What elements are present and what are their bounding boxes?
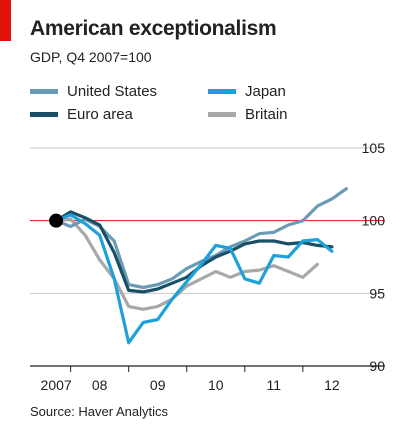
legend-label-euro-area: Euro area: [67, 106, 133, 123]
chart-subtitle: GDP, Q4 2007=100: [30, 49, 152, 65]
brand-accent-bar: [0, 0, 11, 41]
x-tick-label-2007: 2007: [41, 377, 72, 393]
series-line-britain: [54, 217, 319, 311]
x-tick-label-09: 09: [150, 377, 166, 393]
legend-swatch-britain: [208, 112, 236, 117]
axis-labels: 90 95 100 105 2007 08 09 10 11 12: [41, 140, 386, 393]
legend-swatch-euro-area: [30, 112, 58, 117]
y-tick-label-95: 95: [369, 285, 385, 301]
legend-item-euro-area: Euro area: [30, 106, 133, 123]
series-line-japan: [54, 213, 334, 345]
start-marker-layer: [49, 213, 64, 228]
legend-swatch-japan: [208, 89, 236, 94]
legend-label-japan: Japan: [245, 83, 286, 100]
chart-legend: United States Japan Euro area Britain: [30, 83, 370, 127]
legend-item-united-states: United States: [30, 83, 157, 100]
start-point-marker: [49, 213, 64, 228]
legend-label-united-states: United States: [67, 83, 158, 100]
y-tick-label-105: 105: [362, 140, 386, 156]
legend-item-japan: Japan: [208, 83, 286, 100]
x-tick-label-10: 10: [208, 377, 224, 393]
x-tick-label-08: 08: [92, 377, 108, 393]
legend-swatch-united-states: [30, 89, 58, 94]
x-tick-label-12: 12: [324, 377, 340, 393]
y-tick-label-100: 100: [362, 213, 386, 229]
legend-label-britain: Britain: [245, 106, 288, 123]
x-tick-label-11: 11: [267, 377, 282, 393]
y-tick-label-90: 90: [369, 358, 385, 374]
source-note: Source: Haver Analytics: [30, 404, 169, 419]
chart-title: American exceptionalism: [30, 17, 277, 40]
series-lines: [54, 187, 348, 345]
legend-item-britain: Britain: [208, 106, 288, 123]
